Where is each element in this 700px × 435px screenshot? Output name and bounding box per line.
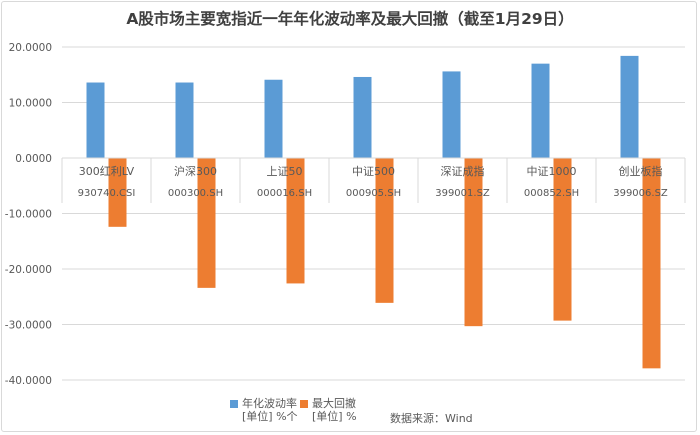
x-category-name: 中证500 (352, 165, 395, 178)
y-tick-label: 10.0000 (9, 98, 52, 110)
bar-annualized-volatility (175, 82, 194, 158)
x-category-code: 000300.SH (168, 188, 223, 199)
x-category-name: 沪深300 (174, 164, 217, 178)
y-tick-label: -20.0000 (5, 264, 52, 276)
chart-title: A股市场主要宽指近一年年化波动率及最大回撤（截至1月29日） (126, 10, 574, 28)
y-tick-label: -40.0000 (5, 375, 52, 387)
x-category-name: 深证成指 (441, 164, 485, 178)
bar-max-drawdown (108, 158, 127, 227)
x-category-name: 300红利LV (79, 165, 135, 178)
legend-item-volatility: 年化波动率 [单位] %个 (230, 397, 298, 423)
data-source-note: 数据来源：Wind (390, 412, 473, 425)
legend-item-drawdown: 最大回撤 [单位] % (300, 397, 357, 423)
bar-annualized-volatility (264, 79, 283, 158)
y-tick-label: 20.0000 (9, 42, 52, 54)
bar-annualized-volatility (442, 71, 461, 158)
bar-max-drawdown (375, 158, 394, 303)
x-category-code: 000905.SH (346, 188, 401, 199)
legend-swatch-drawdown (300, 400, 308, 408)
y-tick-label: -10.0000 (5, 209, 52, 221)
legend-unit-drawdown: [单位] % (312, 410, 357, 423)
bar-max-drawdown (642, 158, 661, 369)
x-category-name: 中证1000 (527, 165, 577, 178)
legend-label-volatility: 年化波动率 (242, 397, 297, 410)
bar-max-drawdown (197, 158, 216, 288)
x-category-code: 000852.SH (524, 188, 579, 199)
x-category-code: 399001.SZ (435, 188, 490, 199)
legend-swatch-volatility (230, 400, 238, 408)
y-tick-label: 0.0000 (15, 153, 52, 165)
bar-annualized-volatility (353, 76, 372, 158)
y-tick-label: -30.0000 (5, 320, 52, 332)
legend: 年化波动率 [单位] %个 最大回撤 [单位] % 数据来源：Wind (0, 397, 700, 427)
x-category-code: 000016.SH (257, 188, 312, 199)
bar-max-drawdown (464, 158, 483, 327)
bar-annualized-volatility (86, 82, 105, 158)
bar-annualized-volatility (620, 55, 639, 158)
legend-label-drawdown: 最大回撤 (312, 397, 356, 410)
bar-max-drawdown (553, 158, 572, 321)
bar-annualized-volatility (531, 63, 550, 158)
x-category-name: 创业板指 (619, 164, 663, 178)
x-category-name: 上证50 (267, 165, 303, 178)
x-category-code: 930740.CSI (78, 188, 136, 199)
bar-max-drawdown (286, 158, 305, 284)
x-category-code: 399006.SZ (613, 188, 668, 199)
legend-unit-volatility: [单位] %个 (242, 410, 298, 423)
